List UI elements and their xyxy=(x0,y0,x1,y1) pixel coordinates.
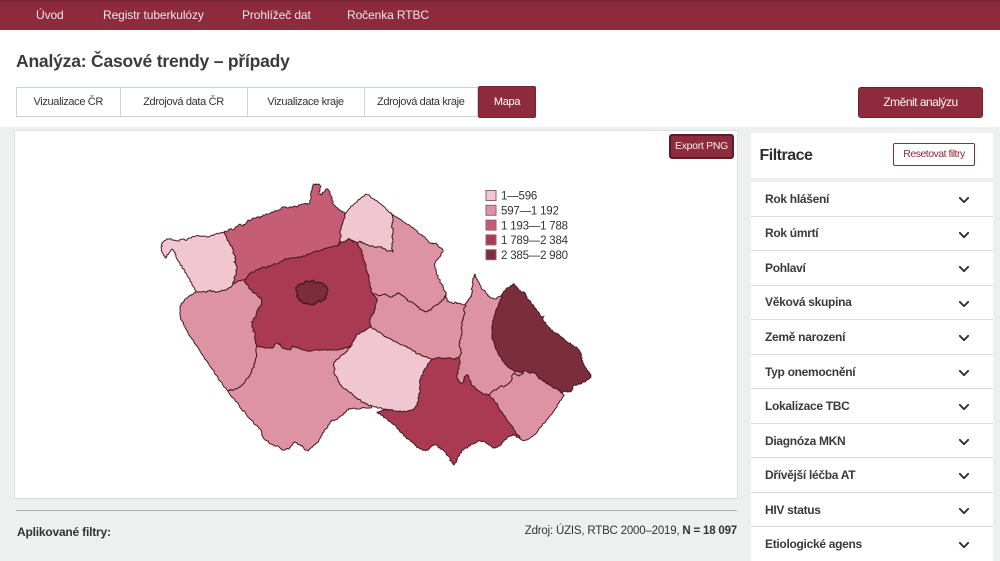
svg-text:2 385—2 980: 2 385—2 980 xyxy=(501,250,568,262)
svg-text:1 789—2 384: 1 789—2 384 xyxy=(501,235,569,247)
svg-text:1 193—1 788: 1 193—1 788 xyxy=(501,220,568,232)
svg-text:597—1 192: 597—1 192 xyxy=(501,206,559,218)
svg-text:1—596: 1—596 xyxy=(501,191,537,203)
